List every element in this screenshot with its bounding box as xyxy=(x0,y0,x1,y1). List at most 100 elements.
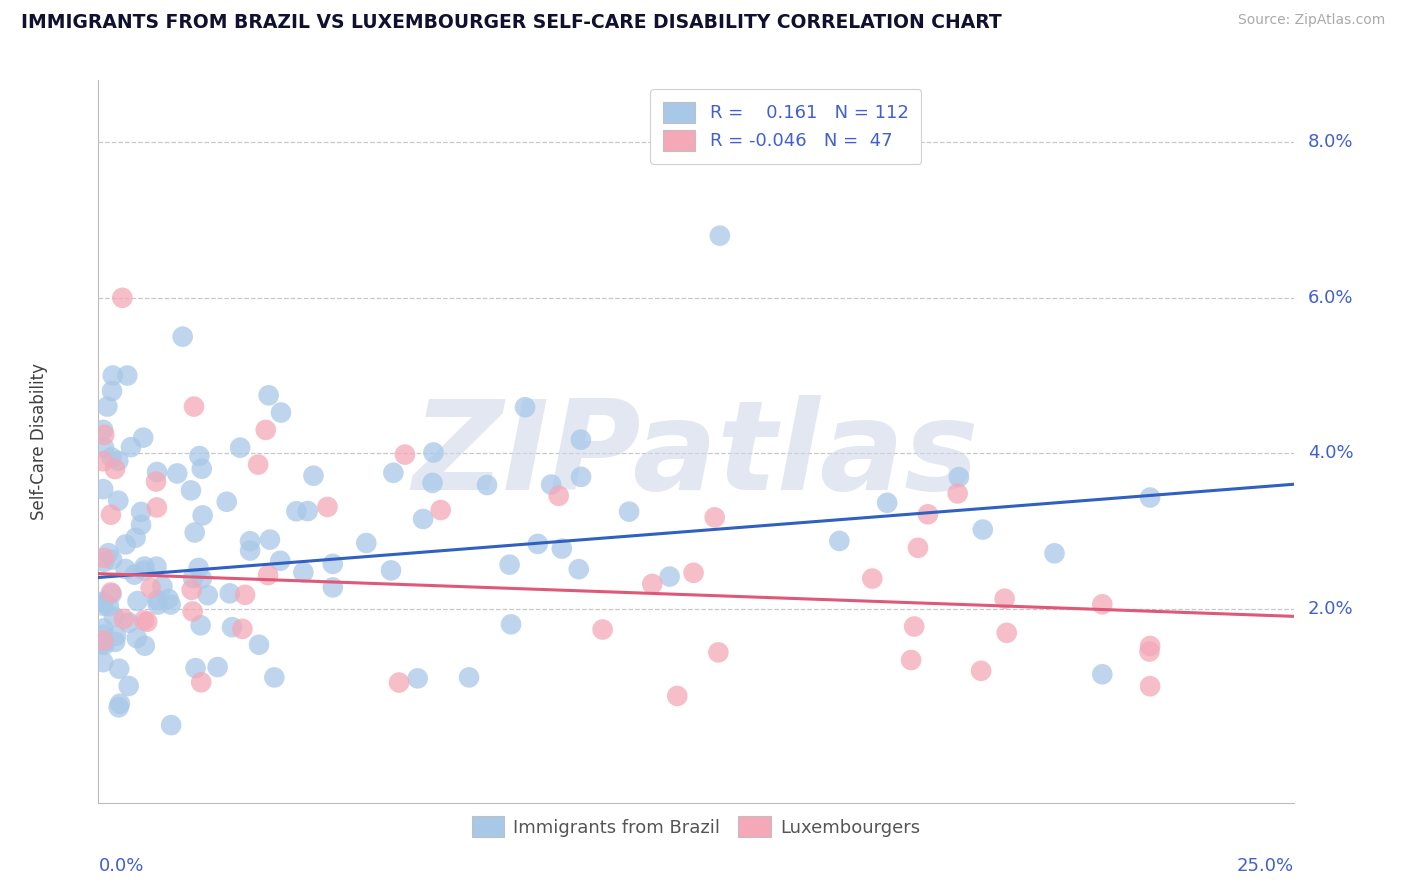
Point xyxy=(1091,667,1114,681)
Point xyxy=(91,482,114,496)
Point xyxy=(259,533,281,547)
Point xyxy=(429,503,451,517)
Point xyxy=(257,568,280,582)
Point xyxy=(972,523,994,537)
Point xyxy=(270,405,292,419)
Point xyxy=(322,581,344,595)
Point xyxy=(247,458,270,472)
Point xyxy=(105,629,128,643)
Point xyxy=(394,448,416,462)
Point xyxy=(231,622,253,636)
Point xyxy=(93,551,115,566)
Point xyxy=(134,639,156,653)
Point xyxy=(917,508,939,522)
Point xyxy=(101,368,124,383)
Point xyxy=(709,228,731,243)
Text: 25.0%: 25.0% xyxy=(1236,857,1294,875)
Point xyxy=(120,440,142,454)
Text: 2.0%: 2.0% xyxy=(1308,599,1354,617)
Point xyxy=(104,635,127,649)
Point xyxy=(218,586,240,600)
Point xyxy=(108,697,131,711)
Point xyxy=(132,614,155,628)
Point xyxy=(498,558,520,572)
Point xyxy=(190,675,212,690)
Point xyxy=(233,588,256,602)
Text: 4.0%: 4.0% xyxy=(1308,444,1354,462)
Point xyxy=(970,664,993,678)
Point xyxy=(412,512,434,526)
Point xyxy=(239,543,262,558)
Point xyxy=(1139,644,1161,658)
Point xyxy=(180,483,202,498)
Point xyxy=(191,508,214,523)
Point xyxy=(388,675,411,690)
Point xyxy=(125,631,148,645)
Point xyxy=(247,638,270,652)
Point xyxy=(547,489,569,503)
Point xyxy=(994,591,1017,606)
Point xyxy=(257,388,280,402)
Point xyxy=(93,638,115,652)
Point xyxy=(229,441,252,455)
Point xyxy=(118,679,141,693)
Text: Self-Care Disability: Self-Care Disability xyxy=(30,363,48,520)
Point xyxy=(1139,639,1161,653)
Point xyxy=(136,615,159,629)
Point xyxy=(101,552,124,566)
Point xyxy=(100,587,122,601)
Point xyxy=(190,618,212,632)
Point xyxy=(172,329,194,343)
Point xyxy=(107,454,129,468)
Text: ZIPatlas: ZIPatlas xyxy=(413,395,979,516)
Point xyxy=(188,449,211,463)
Point xyxy=(127,594,149,608)
Point xyxy=(948,470,970,484)
Point xyxy=(124,567,146,582)
Point xyxy=(322,557,344,571)
Point xyxy=(183,525,205,540)
Point xyxy=(828,533,851,548)
Point xyxy=(458,670,481,684)
Point xyxy=(190,461,212,475)
Point xyxy=(1139,679,1161,693)
Point xyxy=(569,470,592,484)
Point xyxy=(292,566,315,580)
Point xyxy=(145,559,167,574)
Point xyxy=(96,400,118,414)
Point xyxy=(285,504,308,518)
Point xyxy=(134,564,156,578)
Point xyxy=(146,500,169,515)
Point xyxy=(91,633,114,648)
Point xyxy=(91,655,114,669)
Point xyxy=(117,368,139,383)
Point xyxy=(499,617,522,632)
Point xyxy=(129,517,152,532)
Point xyxy=(159,598,181,612)
Point xyxy=(703,510,725,524)
Point xyxy=(114,562,136,576)
Point xyxy=(124,531,146,545)
Point xyxy=(91,622,114,636)
Point xyxy=(406,671,429,685)
Point xyxy=(876,496,898,510)
Point xyxy=(263,670,285,684)
Point xyxy=(551,541,574,556)
Point xyxy=(707,645,730,659)
Point xyxy=(513,401,536,415)
Point xyxy=(540,477,562,491)
Text: 6.0%: 6.0% xyxy=(1308,289,1354,307)
Point xyxy=(190,572,212,586)
Point xyxy=(207,660,229,674)
Point xyxy=(215,494,238,508)
Point xyxy=(146,465,169,479)
Point xyxy=(166,467,188,481)
Point xyxy=(111,291,134,305)
Point xyxy=(297,504,319,518)
Point xyxy=(180,582,202,597)
Point xyxy=(107,700,129,714)
Point xyxy=(146,598,169,612)
Point xyxy=(269,554,291,568)
Text: 0.0%: 0.0% xyxy=(98,857,143,875)
Point xyxy=(152,579,174,593)
